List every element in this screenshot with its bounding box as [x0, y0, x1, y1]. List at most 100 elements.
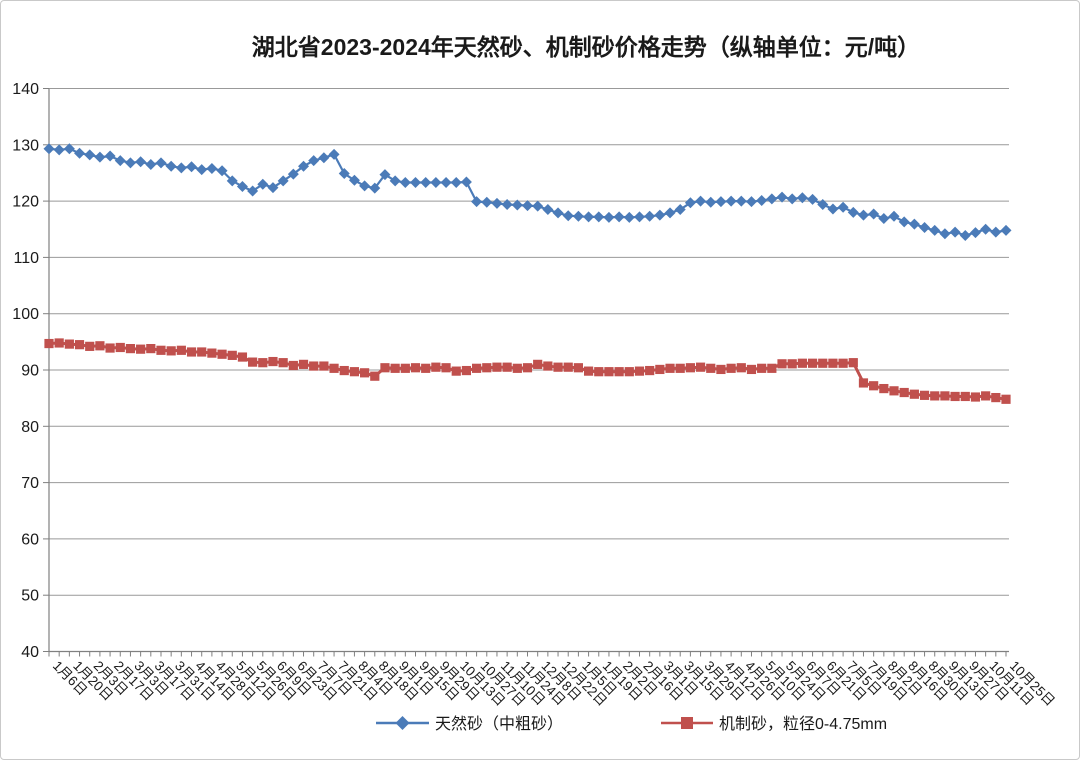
diamond-marker-icon	[735, 195, 747, 207]
square-marker-icon	[268, 356, 278, 367]
square-marker-icon	[848, 358, 858, 368]
diamond-marker-icon	[226, 175, 238, 187]
diamond-marker-icon	[919, 222, 931, 234]
square-marker-icon	[288, 360, 298, 371]
diamond-marker-icon	[145, 159, 157, 171]
diamond-marker-icon	[104, 150, 116, 162]
y-tick-label: 80	[21, 419, 39, 436]
square-marker-icon	[991, 392, 1001, 403]
diamond-marker-icon	[1000, 224, 1012, 236]
square-marker-icon	[583, 366, 594, 376]
diamond-marker-icon	[348, 174, 360, 186]
diamond-marker-icon	[929, 224, 941, 236]
diamond-marker-icon	[135, 156, 147, 168]
series-natural-sand	[43, 143, 1012, 241]
diamond-marker-icon	[430, 177, 442, 189]
square-marker-icon	[492, 362, 502, 372]
square-marker-icon	[614, 367, 624, 377]
diamond-marker-icon	[613, 211, 625, 223]
diamond-marker-icon	[155, 157, 167, 169]
legend-square-marker-icon	[681, 717, 693, 729]
diamond-marker-icon	[440, 177, 452, 189]
series-machine-made-sand	[44, 338, 1011, 404]
diamond-marker-icon	[817, 198, 829, 210]
square-marker-icon	[370, 371, 380, 381]
square-marker-icon	[380, 363, 390, 373]
square-marker-icon	[95, 341, 105, 351]
square-marker-icon	[64, 339, 74, 349]
legend-item-machine-made-sand: 机制砂，粒径0-4.75mm	[661, 715, 887, 733]
square-marker-icon	[482, 363, 492, 373]
square-marker-icon	[675, 363, 685, 373]
square-marker-icon	[410, 363, 421, 373]
square-marker-icon	[665, 363, 675, 373]
y-tick-label: 50	[21, 588, 39, 605]
diamond-marker-icon	[124, 157, 136, 169]
diamond-marker-icon	[969, 227, 981, 239]
diamond-marker-icon	[908, 218, 920, 230]
diamond-marker-icon	[298, 160, 310, 172]
square-marker-icon	[818, 358, 828, 368]
square-marker-icon	[471, 363, 482, 373]
legend-diamond-marker-icon	[395, 716, 410, 730]
square-marker-icon	[960, 391, 970, 402]
square-marker-icon	[573, 363, 584, 373]
legend: 天然砂（中粗砂） 机制砂，粒径0-4.75mm	[376, 715, 887, 733]
square-marker-icon	[502, 362, 512, 372]
diamond-marker-icon	[990, 226, 1002, 238]
y-tick-label: 110	[13, 250, 39, 267]
diamond-marker-icon	[593, 211, 605, 223]
diamond-marker-icon	[471, 196, 483, 208]
diamond-marker-icon	[491, 197, 503, 209]
square-marker-icon	[981, 391, 991, 401]
square-marker-icon	[278, 358, 288, 368]
square-marker-icon	[797, 358, 807, 368]
square-marker-icon	[909, 389, 919, 399]
diamond-marker-icon	[745, 196, 757, 208]
square-marker-icon	[787, 359, 797, 369]
chart-title: 湖北省2023-2024年天然砂、机制砂价格走势（纵轴单位：元/吨）	[252, 34, 920, 60]
diamond-marker-icon	[318, 152, 330, 164]
square-marker-icon	[553, 362, 563, 372]
square-marker-icon	[74, 340, 85, 350]
diamond-marker-icon	[552, 207, 564, 219]
diamond-marker-icon	[501, 198, 513, 210]
square-marker-icon	[533, 359, 543, 369]
square-marker-icon	[339, 365, 349, 376]
square-marker-icon	[522, 363, 533, 373]
square-marker-icon	[889, 386, 899, 396]
diamond-marker-icon	[389, 175, 401, 187]
diamond-marker-icon	[684, 197, 696, 209]
square-marker-icon	[563, 362, 573, 372]
diamond-marker-icon	[868, 208, 880, 220]
diamond-marker-icon	[165, 160, 177, 172]
diamond-marker-icon	[532, 200, 544, 212]
diamond-marker-icon	[949, 226, 961, 238]
square-marker-icon	[248, 357, 258, 367]
diamond-marker-icon	[807, 193, 819, 205]
square-marker-icon	[146, 344, 156, 354]
diamond-marker-icon	[186, 161, 198, 173]
diamond-marker-icon	[695, 195, 707, 207]
diamond-marker-icon	[379, 169, 391, 181]
square-marker-icon	[604, 367, 614, 377]
square-marker-icon	[655, 364, 665, 375]
square-marker-icon	[309, 361, 319, 371]
diamond-marker-icon	[562, 210, 574, 222]
square-marker-icon	[176, 345, 186, 355]
diamond-marker-icon	[247, 185, 259, 197]
y-tick-label: 60	[21, 531, 39, 548]
square-marker-icon	[757, 363, 767, 373]
square-marker-icon	[706, 363, 716, 373]
square-marker-icon	[838, 358, 848, 368]
diamond-marker-icon	[939, 228, 951, 240]
diamond-marker-icon	[837, 201, 849, 213]
square-marker-icon	[695, 362, 706, 372]
square-marker-icon	[441, 363, 451, 373]
diamond-marker-icon	[522, 200, 533, 212]
diamond-marker-icon	[888, 210, 900, 222]
diamond-marker-icon	[623, 211, 635, 223]
diamond-marker-icon	[654, 209, 666, 221]
diamond-marker-icon	[74, 147, 86, 159]
diamond-marker-icon	[338, 168, 350, 180]
